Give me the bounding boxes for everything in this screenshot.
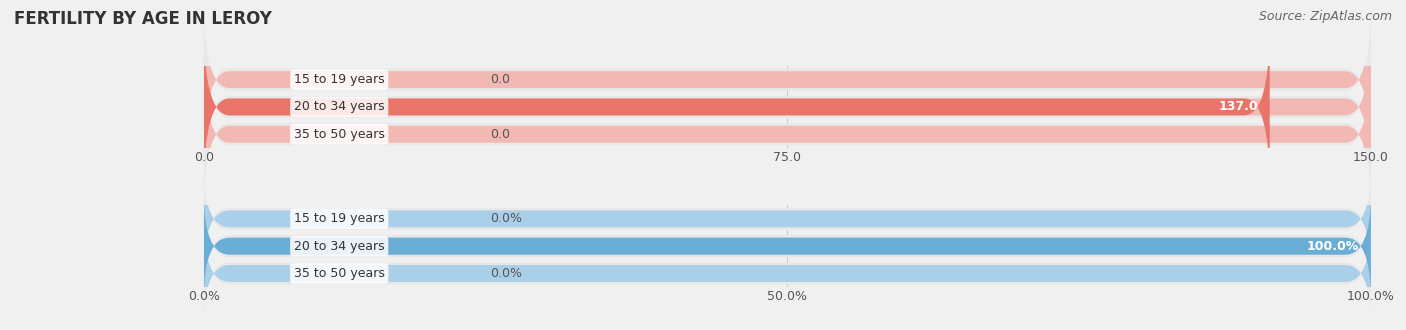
Text: 137.0: 137.0 <box>1219 100 1258 114</box>
FancyBboxPatch shape <box>204 195 1371 298</box>
FancyBboxPatch shape <box>204 28 1371 186</box>
Text: 35 to 50 years: 35 to 50 years <box>294 128 385 141</box>
Text: 20 to 34 years: 20 to 34 years <box>294 100 385 114</box>
Text: 0.0%: 0.0% <box>489 267 522 280</box>
Text: 35 to 50 years: 35 to 50 years <box>294 267 385 280</box>
FancyBboxPatch shape <box>204 0 1371 161</box>
FancyBboxPatch shape <box>204 197 1371 295</box>
FancyBboxPatch shape <box>204 52 1371 216</box>
Text: Source: ZipAtlas.com: Source: ZipAtlas.com <box>1258 10 1392 23</box>
FancyBboxPatch shape <box>204 222 1371 325</box>
Text: 0.0%: 0.0% <box>489 213 522 225</box>
Text: 15 to 19 years: 15 to 19 years <box>294 213 385 225</box>
FancyBboxPatch shape <box>204 1 1371 159</box>
FancyBboxPatch shape <box>204 170 1371 268</box>
Text: 0.0: 0.0 <box>489 73 510 86</box>
FancyBboxPatch shape <box>204 55 1371 213</box>
Text: 0.0: 0.0 <box>489 128 510 141</box>
FancyBboxPatch shape <box>204 25 1270 188</box>
FancyBboxPatch shape <box>204 25 1371 188</box>
Text: FERTILITY BY AGE IN LEROY: FERTILITY BY AGE IN LEROY <box>14 10 271 28</box>
FancyBboxPatch shape <box>204 195 1371 298</box>
Text: 100.0%: 100.0% <box>1308 240 1360 253</box>
FancyBboxPatch shape <box>204 167 1371 271</box>
FancyBboxPatch shape <box>204 224 1371 322</box>
Text: 15 to 19 years: 15 to 19 years <box>294 73 385 86</box>
Text: 20 to 34 years: 20 to 34 years <box>294 240 385 253</box>
